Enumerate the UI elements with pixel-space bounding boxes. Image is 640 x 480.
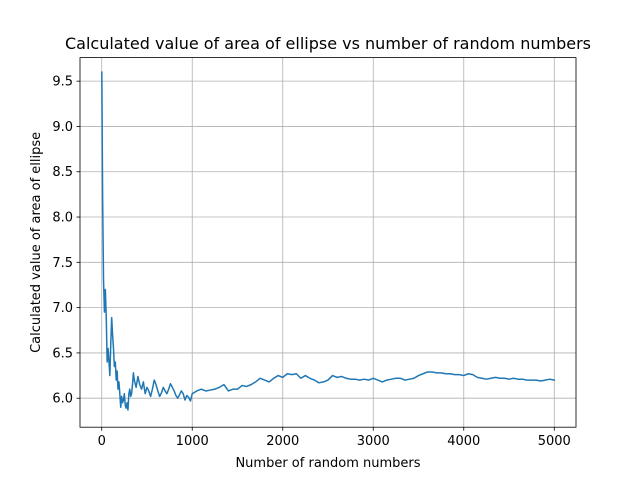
chart-title: Calculated value of area of ellipse vs n…	[65, 34, 591, 53]
y-tick-label: 6.5	[52, 346, 73, 361]
y-tick-label: 9.0	[52, 120, 73, 135]
x-tick-label: 3000	[357, 434, 390, 449]
y-tick-label: 9.5	[52, 75, 73, 90]
x-tick-label: 4000	[447, 434, 480, 449]
y-tick-label: 8.5	[52, 165, 73, 180]
x-axis: 0 1000 2000 3000 4000 5000	[98, 427, 571, 449]
y-axis-label: Calculated value of area of ellipse	[29, 132, 44, 353]
x-tick-label: 0	[98, 434, 106, 449]
y-tick-label: 7.5	[52, 256, 73, 271]
x-tick-label: 5000	[538, 434, 571, 449]
series-layer	[101, 71, 556, 411]
y-tick-label: 8.0	[52, 211, 73, 226]
y-tick-label: 7.0	[52, 301, 73, 316]
x-tick-label: 1000	[176, 434, 209, 449]
grid	[80, 57, 576, 428]
x-axis-label: Number of random numbers	[235, 456, 420, 471]
x-tick-label: 2000	[266, 434, 299, 449]
series-line	[101, 71, 556, 411]
y-tick-label: 6.0	[52, 392, 73, 407]
y-axis: 6.0 6.5 7.0 7.5 8.0 8.5 9.0 9.5	[52, 75, 80, 407]
plot-frame	[79, 57, 577, 428]
